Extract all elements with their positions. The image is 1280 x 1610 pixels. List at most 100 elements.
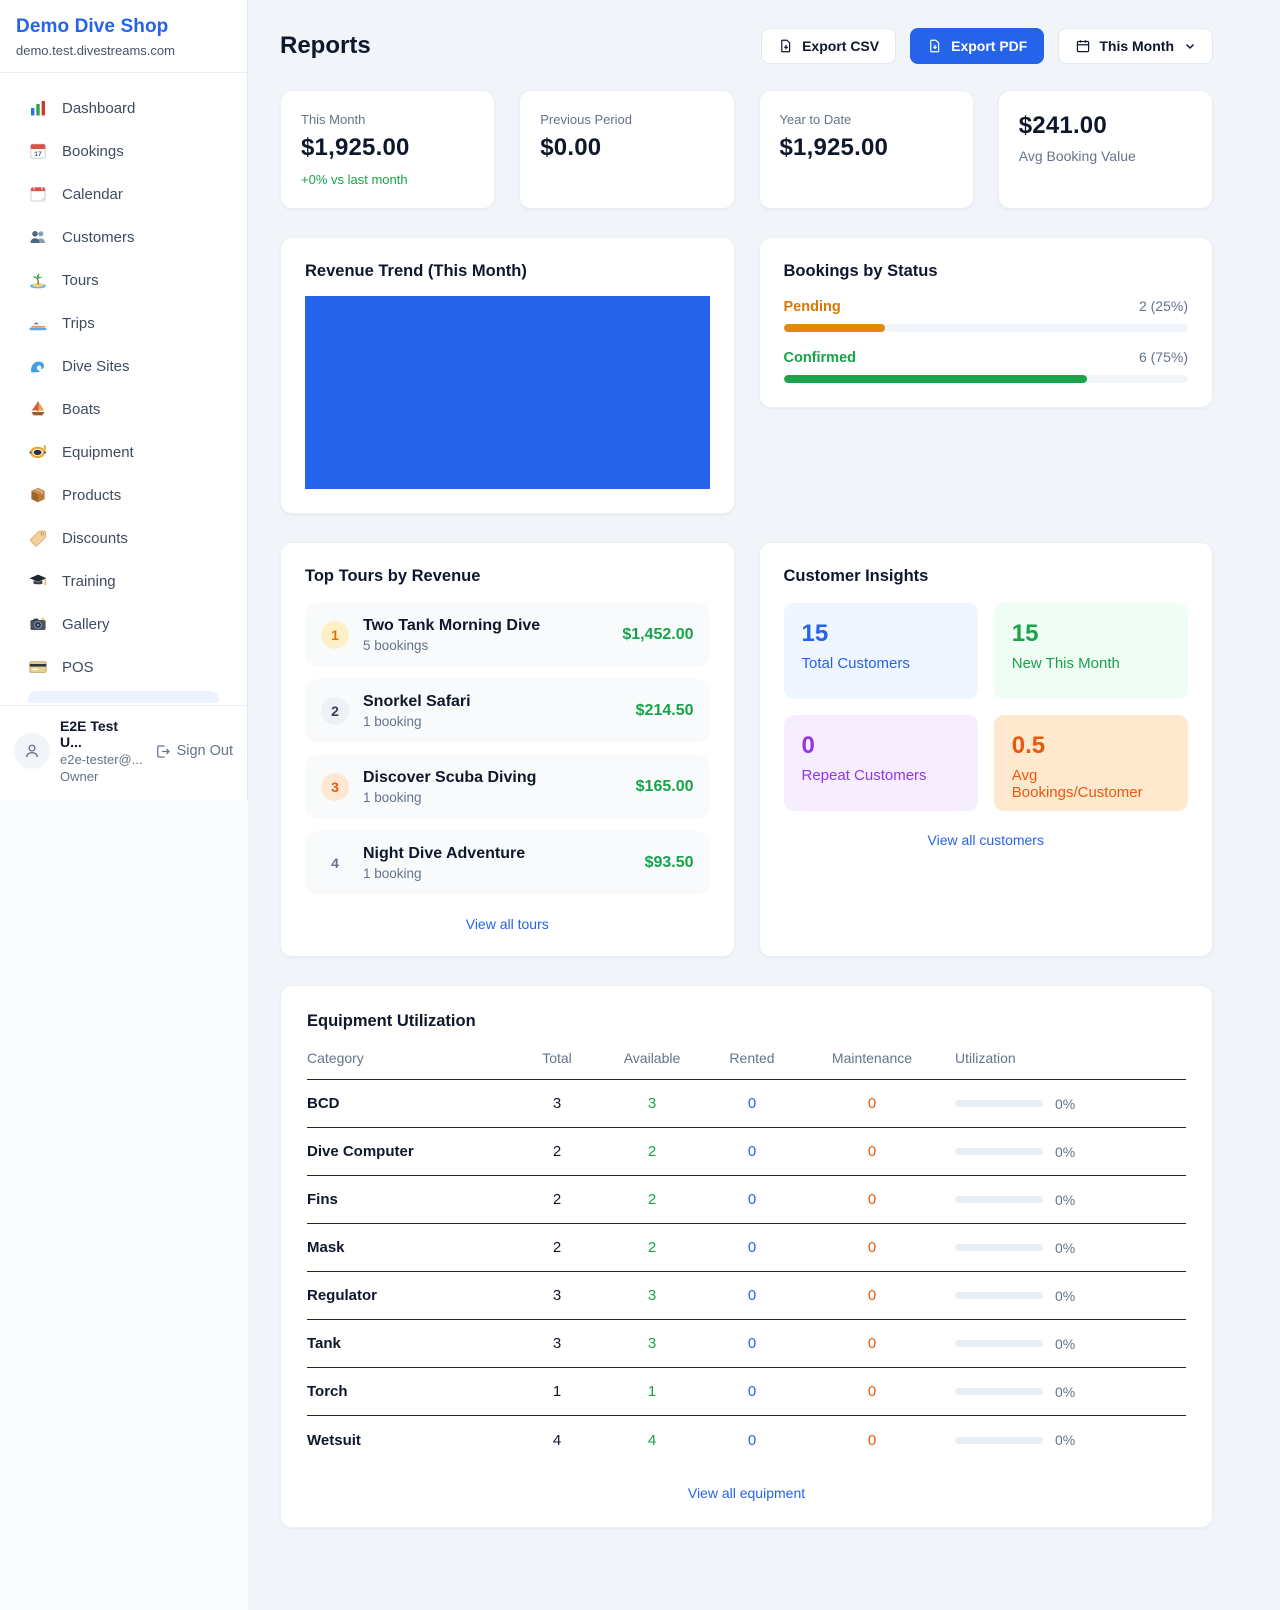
sidebar-item-gallery[interactable]: Gallery: [12, 605, 235, 643]
tour-bookings: 1 booking: [363, 790, 422, 805]
stat-label: Avg Booking Value: [1018, 148, 1136, 164]
sidebar-item-dashboard[interactable]: Dashboard: [12, 89, 235, 127]
user-name: E2E Test U...: [60, 718, 119, 750]
stat-value: $241.00: [1018, 112, 1107, 139]
user-info: E2E Test U... e2e-tester@... Owner: [60, 718, 144, 784]
view-all-tours-link[interactable]: View all tours: [465, 916, 549, 932]
rank-badge: 3: [321, 773, 349, 801]
sign-out-button[interactable]: Sign Out: [154, 743, 233, 760]
equipment-utilization-cell: 0%: [937, 1192, 1186, 1208]
revenue-trend-title: Revenue Trend (This Month): [305, 262, 527, 280]
utilization-percent: 0%: [1055, 1383, 1076, 1400]
file-icon: [930, 39, 940, 53]
utilization-bar-track: [955, 1340, 1043, 1347]
package-icon: [31, 487, 45, 503]
view-all-equipment-link[interactable]: View all equipment: [687, 1485, 806, 1501]
equipment-rented: 0: [747, 1287, 757, 1304]
equipment-utilization-cell: 0%: [937, 1384, 1186, 1400]
sidebar-item-customers[interactable]: Customers: [12, 218, 235, 256]
equipment-total: 2: [552, 1239, 562, 1256]
status-label: Pending: [783, 299, 841, 315]
sidebar-item-calendar[interactable]: Calendar: [12, 175, 235, 213]
export-pdf-button[interactable]: Export PDF: [910, 28, 1045, 64]
header-actions: Export CSV Export PDF This Month: [761, 28, 1213, 64]
tour-revenue: $214.50: [635, 702, 694, 719]
grad-cap-icon: [29, 574, 47, 585]
equipment-rented: 0: [747, 1431, 757, 1449]
stat-label: This Month: [301, 112, 366, 127]
camera-icon: [30, 616, 46, 630]
insight-label: Repeat Customers: [801, 767, 927, 784]
sidebar-item-dive-sites[interactable]: Dive Sites: [12, 347, 235, 385]
sidebar-item-tours[interactable]: Tours: [12, 261, 235, 299]
svg-text:17: 17: [34, 151, 42, 158]
equipment-category: Regulator: [307, 1287, 378, 1304]
tour-item: 1 Two Tank Morning Dive 5 bookings $1,45…: [305, 603, 710, 667]
column-header-utilization: Utilization: [955, 1050, 1016, 1066]
equipment-total: 3: [552, 1095, 562, 1112]
equipment-utilization-cell: 0%: [937, 1240, 1186, 1256]
sidebar-item-pos[interactable]: POS: [12, 648, 235, 686]
equipment-available: 2: [647, 1143, 657, 1160]
equipment-rented: 0: [747, 1239, 757, 1256]
utilization-percent: 0%: [1055, 1432, 1076, 1448]
person-icon: [25, 744, 39, 758]
sidebar-item-label: Training: [62, 572, 116, 590]
sidebar-item-label: Customers: [62, 228, 135, 246]
equipment-rented: 0: [747, 1335, 757, 1352]
table-row: Dive Computer 2 2 0 0 0%: [307, 1128, 1186, 1176]
utilization-percent: 0%: [1055, 1335, 1076, 1352]
table-row: Tank 3 3 0 0 0%: [307, 1320, 1186, 1368]
tour-info: Snorkel Safari 1 booking: [363, 693, 622, 729]
dive-mask-icon: [29, 445, 46, 459]
equipment-title: Equipment Utilization: [307, 1012, 476, 1030]
sign-out-icon: [156, 744, 170, 758]
sidebar-item-equipment[interactable]: Equipment: [12, 433, 235, 471]
sidebar-item-boats[interactable]: Boats: [12, 390, 235, 428]
equipment-category: Torch: [307, 1383, 348, 1400]
view-all-customers-link[interactable]: View all customers: [927, 832, 1044, 848]
sidebar-item-label: Dashboard: [62, 99, 136, 117]
sidebar-item-discounts[interactable]: Discounts: [12, 519, 235, 557]
utilization-percent: 0%: [1055, 1143, 1076, 1160]
utilization-bar-track: [955, 1244, 1043, 1251]
insight-total-customers: 15 Total Customers: [783, 603, 978, 699]
rank-badge: 1: [321, 621, 349, 649]
sidebar-item-reports-partial[interactable]: [28, 691, 219, 703]
user-footer: E2E Test U... e2e-tester@... Owner Sign …: [0, 705, 247, 800]
stat-value: $1,925.00: [301, 134, 410, 161]
insight-value: 15: [801, 620, 829, 647]
export-csv-button[interactable]: Export CSV: [761, 28, 897, 64]
equipment-rented: 0: [747, 1383, 757, 1400]
tour-name: Snorkel Safari: [363, 693, 471, 710]
equipment-total: 1: [552, 1383, 562, 1400]
status-bar-track: [783, 375, 1188, 383]
sidebar-item-training[interactable]: Training: [12, 562, 235, 600]
utilization-bar-track: [955, 1148, 1043, 1155]
period-dropdown[interactable]: This Month: [1058, 28, 1213, 64]
sidebar-item-label: Products: [62, 486, 122, 504]
island-icon: [30, 273, 46, 289]
stat-note: +0% vs last month: [301, 172, 408, 187]
sidebar-item-trips[interactable]: Trips: [12, 304, 235, 342]
equipment-available: 1: [647, 1383, 657, 1400]
utilization-bar-track: [955, 1436, 1043, 1444]
status-row-confirmed: Confirmed 6 (75%): [783, 349, 1188, 383]
equipment-maintenance: 0: [867, 1335, 877, 1352]
table-row: Mask 2 2 0 0 0%: [307, 1224, 1186, 1272]
brand-header: Demo Dive Shop demo.test.divestreams.com: [0, 0, 247, 73]
tour-info: Two Tank Morning Dive 5 bookings: [363, 617, 608, 653]
sidebar-item-products[interactable]: Products: [12, 476, 235, 514]
equipment-available: 3: [647, 1335, 657, 1352]
sidebar-item-bookings[interactable]: 17 Bookings: [12, 132, 235, 170]
sidebar-item-label: Calendar: [62, 185, 123, 203]
status-bar-track: [783, 324, 1188, 332]
stat-label: Previous Period: [540, 112, 633, 127]
insight-value: 0.5: [1011, 732, 1046, 759]
sidebar-item-label: Bookings: [62, 142, 124, 160]
equipment-maintenance: 0: [867, 1191, 877, 1208]
tour-bookings: 1 booking: [363, 866, 422, 881]
insight-value: 15: [1011, 620, 1039, 647]
wave-icon: [31, 361, 45, 373]
rank-badge: 2: [321, 697, 349, 725]
